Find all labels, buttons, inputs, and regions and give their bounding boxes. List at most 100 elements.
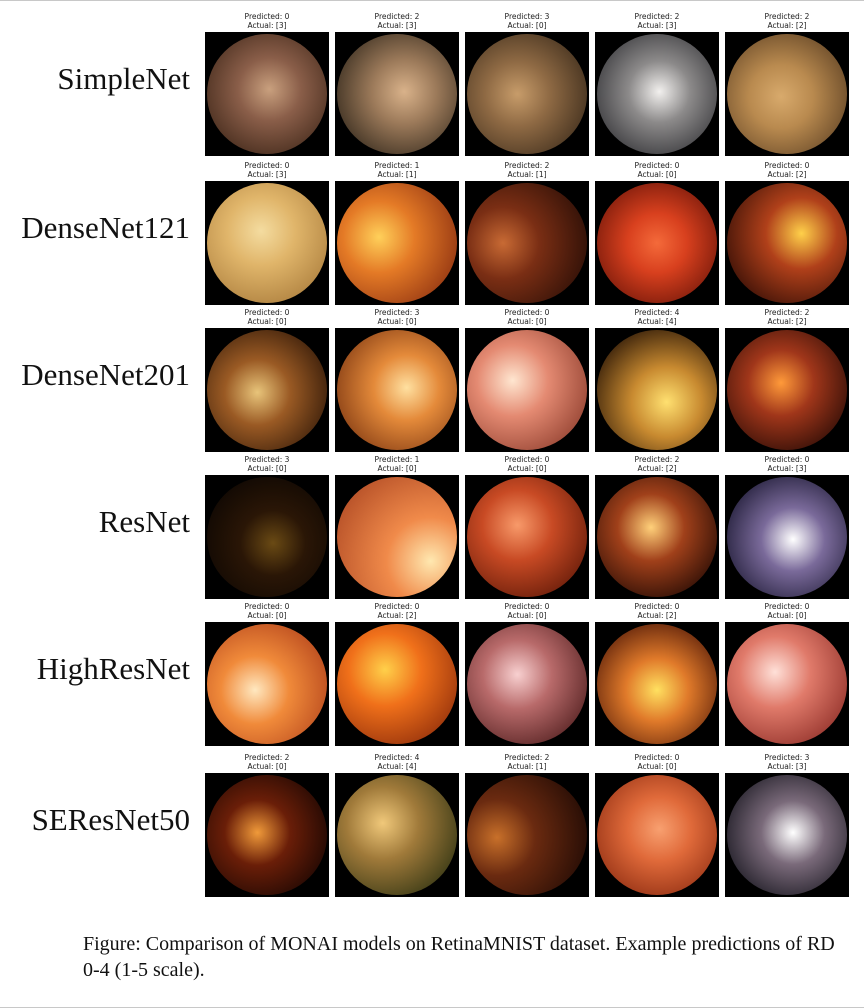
sample-caption: Predicted: 4 Actual: [4]: [335, 753, 459, 773]
sample-caption: Predicted: 0 Actual: [2]: [725, 161, 849, 181]
model-label: ResNet: [98, 504, 190, 539]
predicted-label: Predicted: 0: [764, 602, 810, 611]
retina-disc: [597, 775, 717, 895]
sample-cell: Predicted: 2 Actual: [3]: [335, 12, 459, 156]
fundus-image: [205, 32, 329, 156]
fundus-image: [205, 773, 329, 897]
fundus-image: [335, 773, 459, 897]
sample-cell: Predicted: 1 Actual: [1]: [335, 161, 459, 305]
sample-cell: Predicted: 1 Actual: [0]: [335, 455, 459, 599]
retina-disc: [727, 775, 847, 895]
predicted-label: Predicted: 2: [764, 12, 810, 21]
model-label: SimpleNet: [57, 61, 190, 96]
predicted-label: Predicted: 0: [764, 161, 810, 170]
predicted-label: Predicted: 3: [764, 753, 810, 762]
predicted-label: Predicted: 0: [634, 602, 680, 611]
fundus-image: [595, 622, 719, 746]
predicted-label: Predicted: 2: [634, 12, 680, 21]
predicted-label: Predicted: 0: [244, 161, 290, 170]
retina-disc: [207, 34, 327, 154]
fundus-image: [335, 181, 459, 305]
predicted-label: Predicted: 0: [504, 455, 550, 464]
sample-caption: Predicted: 0 Actual: [0]: [725, 602, 849, 622]
sample-cell: Predicted: 2 Actual: [2]: [725, 308, 849, 452]
sample-caption: Predicted: 2 Actual: [0]: [205, 753, 329, 773]
actual-label: Actual: [0]: [247, 317, 287, 326]
fundus-image: [465, 773, 589, 897]
actual-label: Actual: [0]: [247, 464, 287, 473]
fundus-image: [725, 328, 849, 452]
predicted-label: Predicted: 2: [374, 12, 420, 21]
predicted-label: Predicted: 0: [244, 308, 290, 317]
model-row: DenseNet121 Predicted: 0 Actual: [3] Predic…: [0, 161, 866, 306]
actual-label: Actual: [0]: [247, 611, 287, 620]
sample-caption: Predicted: 4 Actual: [4]: [595, 308, 719, 328]
sample-cell: Predicted: 2 Actual: [1]: [465, 753, 589, 897]
predicted-label: Predicted: 1: [374, 161, 420, 170]
sample-caption: Predicted: 2 Actual: [3]: [335, 12, 459, 32]
retina-disc: [337, 477, 457, 597]
predicted-label: Predicted: 0: [634, 161, 680, 170]
sample-caption: Predicted: 3 Actual: [3]: [725, 753, 849, 773]
predicted-label: Predicted: 4: [374, 753, 420, 762]
fundus-image: [205, 328, 329, 452]
actual-label: Actual: [0]: [507, 611, 547, 620]
actual-label: Actual: [1]: [377, 170, 417, 179]
actual-label: Actual: [0]: [377, 317, 417, 326]
sample-caption: Predicted: 0 Actual: [3]: [205, 12, 329, 32]
actual-label: Actual: [4]: [637, 317, 677, 326]
retina-disc: [207, 330, 327, 450]
actual-label: Actual: [0]: [637, 762, 677, 771]
model-label: DenseNet121: [21, 210, 190, 245]
retina-disc: [207, 183, 327, 303]
retina-disc: [337, 775, 457, 895]
predicted-label: Predicted: 2: [504, 161, 550, 170]
sample-cell: Predicted: 0 Actual: [0]: [465, 455, 589, 599]
sample-caption: Predicted: 0 Actual: [0]: [205, 602, 329, 622]
model-row: SimpleNet Predicted: 0 Actual: [3] Predicte…: [0, 12, 866, 157]
fundus-image: [595, 773, 719, 897]
sample-caption: Predicted: 0 Actual: [3]: [725, 455, 849, 475]
sample-cell: Predicted: 2 Actual: [0]: [205, 753, 329, 897]
fundus-image: [205, 181, 329, 305]
actual-label: Actual: [3]: [767, 762, 807, 771]
predicted-label: Predicted: 0: [374, 602, 420, 611]
actual-label: Actual: [2]: [767, 170, 807, 179]
actual-label: Actual: [0]: [767, 611, 807, 620]
predicted-label: Predicted: 3: [374, 308, 420, 317]
sample-caption: Predicted: 3 Actual: [0]: [465, 12, 589, 32]
predicted-label: Predicted: 0: [504, 602, 550, 611]
sample-caption: Predicted: 1 Actual: [1]: [335, 161, 459, 181]
predicted-label: Predicted: 0: [244, 602, 290, 611]
figure-caption: Figure: Comparison of MONAI models on Re…: [83, 933, 835, 981]
sample-cell: Predicted: 3 Actual: [0]: [335, 308, 459, 452]
sample-caption: Predicted: 3 Actual: [0]: [205, 455, 329, 475]
sample-caption: Predicted: 2 Actual: [1]: [465, 753, 589, 773]
retina-disc: [727, 34, 847, 154]
actual-label: Actual: [3]: [767, 464, 807, 473]
retina-disc: [207, 477, 327, 597]
retina-disc: [597, 624, 717, 744]
sample-cell: Predicted: 0 Actual: [0]: [595, 161, 719, 305]
predicted-label: Predicted: 2: [764, 308, 810, 317]
fundus-image: [335, 622, 459, 746]
actual-label: Actual: [1]: [507, 762, 547, 771]
sample-cell: Predicted: 2 Actual: [3]: [595, 12, 719, 156]
sample-cell: Predicted: 0 Actual: [0]: [595, 753, 719, 897]
predicted-label: Predicted: 2: [244, 753, 290, 762]
fundus-image: [595, 475, 719, 599]
predicted-label: Predicted: 0: [764, 455, 810, 464]
retina-disc: [597, 330, 717, 450]
sample-cell: Predicted: 4 Actual: [4]: [335, 753, 459, 897]
model-row: HighResNet Predicted: 0 Actual: [0] Predict…: [0, 602, 866, 747]
fundus-image: [725, 622, 849, 746]
actual-label: Actual: [2]: [767, 21, 807, 30]
sample-cell: Predicted: 0 Actual: [2]: [595, 602, 719, 746]
retina-disc: [467, 624, 587, 744]
sample-caption: Predicted: 0 Actual: [0]: [595, 161, 719, 181]
predicted-label: Predicted: 1: [374, 455, 420, 464]
retina-disc: [727, 624, 847, 744]
fundus-image: [595, 328, 719, 452]
model-row: DenseNet201 Predicted: 0 Actual: [0] Predic…: [0, 308, 866, 453]
sample-cell: Predicted: 0 Actual: [3]: [725, 455, 849, 599]
